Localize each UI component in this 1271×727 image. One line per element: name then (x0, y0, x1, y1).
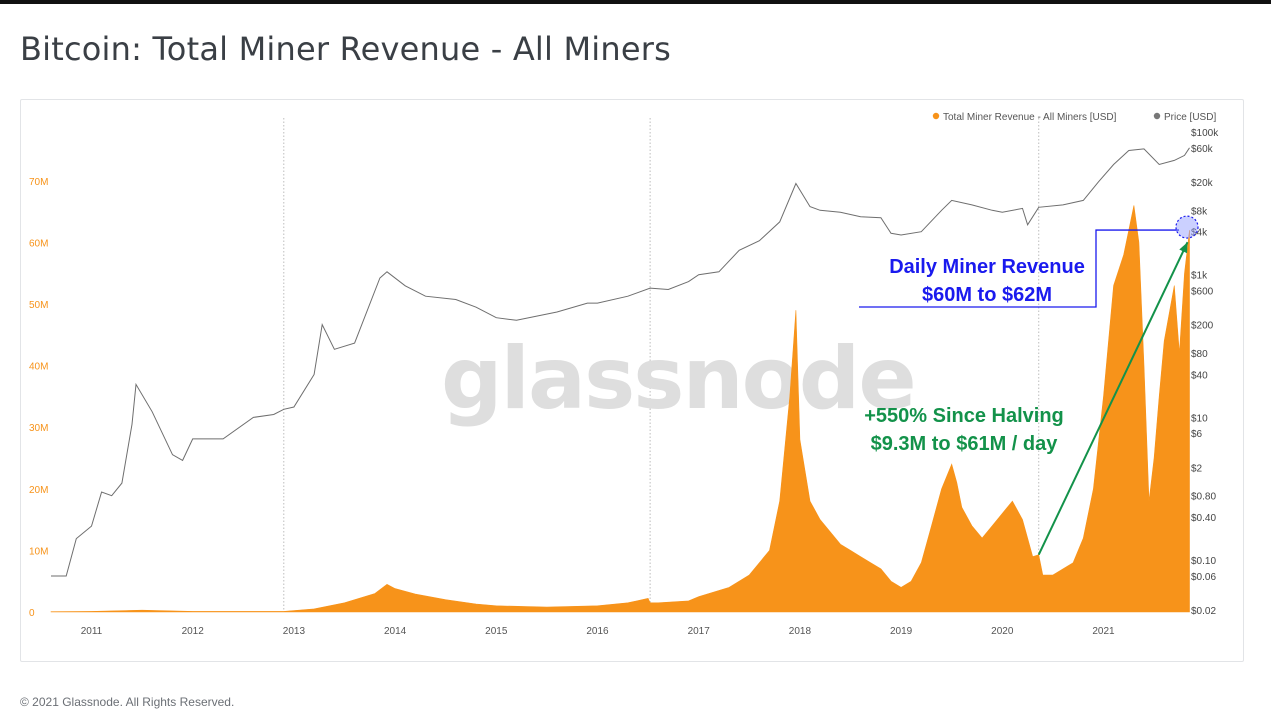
legend-marker-price (1153, 112, 1161, 120)
x-tick-label: 2014 (384, 626, 407, 637)
left-tick-label: 40M (29, 362, 48, 373)
right-tick-label: $200 (1191, 321, 1214, 332)
green-annotation-line-2: $9.3M to $61M / day (871, 433, 1059, 455)
right-tick-label: $80 (1191, 349, 1208, 360)
x-tick-label: 2019 (890, 626, 913, 637)
watermark: glassnode (441, 329, 915, 429)
right-tick-label: $4k (1191, 228, 1208, 239)
x-tick-label: 2015 (485, 626, 508, 637)
right-tick-label: $0.40 (1191, 513, 1216, 524)
left-tick-label: 30M (29, 423, 48, 434)
x-tick-label: 2012 (182, 626, 205, 637)
x-tick-label: 2013 (283, 626, 306, 637)
page-title: Bitcoin: Total Miner Revenue - All Miner… (20, 30, 671, 68)
left-tick-label: 20M (29, 485, 48, 496)
right-tick-label: $0.10 (1191, 556, 1216, 567)
legend-label-price: Price [USD] (1164, 112, 1216, 123)
x-tick-label: 2020 (991, 626, 1014, 637)
right-tick-label: $8k (1191, 206, 1208, 217)
right-tick-label: $0.02 (1191, 606, 1216, 617)
blue-callout-line (859, 229, 1179, 308)
x-tick-label: 2018 (789, 626, 812, 637)
left-tick-label: 60M (29, 238, 48, 249)
right-tick-label: $20k (1191, 178, 1214, 189)
left-tick-label: 0 (29, 608, 35, 619)
right-tick-label: $2 (1191, 463, 1203, 474)
right-tick-label: $600 (1191, 287, 1214, 298)
left-tick-label: 50M (29, 300, 48, 311)
x-tick-label: 2017 (688, 626, 711, 637)
green-arrow-shaft (1037, 241, 1189, 556)
left-tick-label: 10M (29, 546, 48, 557)
copyright-footer: © 2021 Glassnode. All Rights Reserved. (20, 695, 235, 709)
x-tick-label: 2021 (1092, 626, 1115, 637)
right-tick-label: $0.06 (1191, 572, 1216, 583)
legend: Total Miner Revenue - All Miners [USD] Pr… (932, 112, 1216, 123)
x-axis: 2011 2012 2013 2014 2015 2016 2017 2018 2019 2020… (81, 626, 1115, 637)
blue-annotation-line-2: $60M to $62M (922, 284, 1052, 306)
chart-card: glassnode 0 10M 20M 30M 40M 50M 60M 70M $0.02 $0… (20, 99, 1244, 662)
left-axis: 0 10M 20M 30M 40M 50M 60M 70M (29, 177, 48, 619)
price-line (51, 147, 1190, 577)
right-tick-label: $1k (1191, 271, 1208, 282)
left-tick-label: 70M (29, 177, 48, 188)
highlight-circle (1175, 215, 1199, 239)
legend-label-revenue: Total Miner Revenue - All Miners [USD] (943, 112, 1117, 123)
green-annotation-line-1: +550% Since Halving (864, 405, 1064, 427)
right-tick-label: $100k (1191, 128, 1219, 139)
right-tick-label: $6 (1191, 429, 1203, 440)
right-tick-label: $60k (1191, 144, 1214, 155)
right-tick-label: $0.80 (1191, 492, 1216, 503)
revenue-area (50, 205, 1190, 613)
right-tick-label: $10 (1191, 413, 1208, 424)
blue-annotation-line-1: Daily Miner Revenue (889, 256, 1085, 278)
right-tick-label: $40 (1191, 370, 1208, 381)
top-border (0, 0, 1271, 4)
revenue-series-area (50, 205, 1190, 613)
legend-marker-revenue (932, 112, 940, 120)
green-arrow-head (1179, 242, 1188, 254)
x-tick-label: 2011 (81, 626, 103, 637)
x-tick-label: 2016 (586, 626, 609, 637)
price-series-line (51, 147, 1190, 577)
right-axis: $0.02 $0.06 $0.10 $0.40 $0.80 $2 $6 $10 $40 $80 $2… (1191, 128, 1219, 617)
annotations: Daily Miner Revenue $60M to $62M +550% Sin… (859, 215, 1199, 556)
